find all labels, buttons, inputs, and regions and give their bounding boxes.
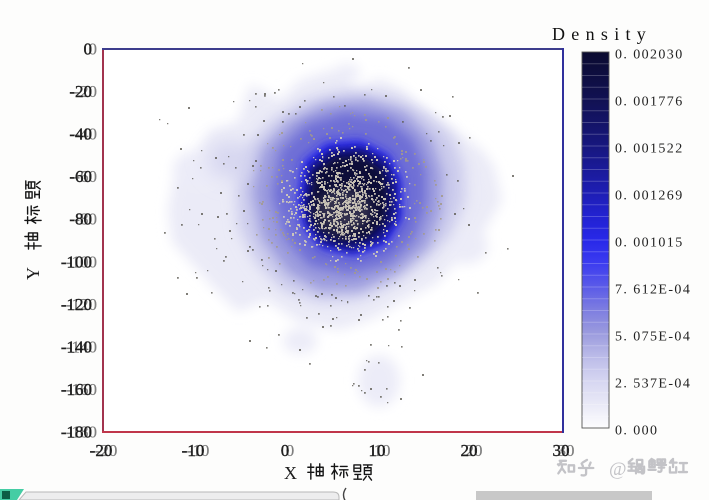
svg-text:-60: -60 xyxy=(69,167,92,186)
svg-text:-20: -20 xyxy=(74,82,97,101)
svg-text:-120: -120 xyxy=(61,295,92,314)
svg-text:-160: -160 xyxy=(66,380,97,399)
svg-text:0. 002030: 0. 002030 xyxy=(615,48,684,63)
svg-text:7. 612E-04: 7. 612E-04 xyxy=(615,283,691,298)
svg-text:-20: -20 xyxy=(90,441,113,460)
svg-text:-20: -20 xyxy=(69,82,92,101)
svg-text:30: 30 xyxy=(558,441,575,460)
svg-text:30: 30 xyxy=(553,441,570,460)
svg-text:-140: -140 xyxy=(66,337,97,356)
svg-text:0: 0 xyxy=(84,40,93,59)
svg-text:-100: -100 xyxy=(61,252,92,271)
svg-text:@: @ xyxy=(609,459,627,480)
svg-text:-80: -80 xyxy=(74,210,97,229)
svg-text:-140: -140 xyxy=(61,337,92,356)
svg-text:-40: -40 xyxy=(69,125,92,144)
svg-text:Density: Density xyxy=(552,24,652,44)
svg-text:0. 001522: 0. 001522 xyxy=(615,142,684,157)
svg-text:0: 0 xyxy=(286,441,295,460)
svg-text:-180: -180 xyxy=(66,423,97,442)
svg-text:0. 001776: 0. 001776 xyxy=(615,95,684,110)
svg-text:20: 20 xyxy=(466,441,483,460)
svg-text:-60: -60 xyxy=(74,167,97,186)
svg-text:10: 10 xyxy=(374,441,391,460)
svg-text:-40: -40 xyxy=(74,125,97,144)
svg-text:Y: Y xyxy=(23,267,43,280)
svg-text:-10: -10 xyxy=(182,441,205,460)
svg-text:10: 10 xyxy=(369,441,386,460)
svg-text:5. 075E-04: 5. 075E-04 xyxy=(615,330,691,345)
svg-text:2. 537E-04: 2. 537E-04 xyxy=(615,377,691,392)
svg-text:-180: -180 xyxy=(61,423,92,442)
svg-text:20: 20 xyxy=(461,441,478,460)
svg-text:0. 001015: 0. 001015 xyxy=(615,236,684,251)
svg-text:0: 0 xyxy=(89,40,98,59)
svg-text:-20: -20 xyxy=(95,441,118,460)
svg-text:-160: -160 xyxy=(61,380,92,399)
svg-text:X: X xyxy=(284,463,297,483)
svg-text:-10: -10 xyxy=(187,441,210,460)
svg-text:0. 000: 0. 000 xyxy=(615,424,658,439)
svg-text:0. 001269: 0. 001269 xyxy=(615,189,684,204)
svg-text:-120: -120 xyxy=(66,295,97,314)
svg-text:-80: -80 xyxy=(69,210,92,229)
svg-text:0: 0 xyxy=(281,441,290,460)
svg-text:-100: -100 xyxy=(66,252,97,271)
